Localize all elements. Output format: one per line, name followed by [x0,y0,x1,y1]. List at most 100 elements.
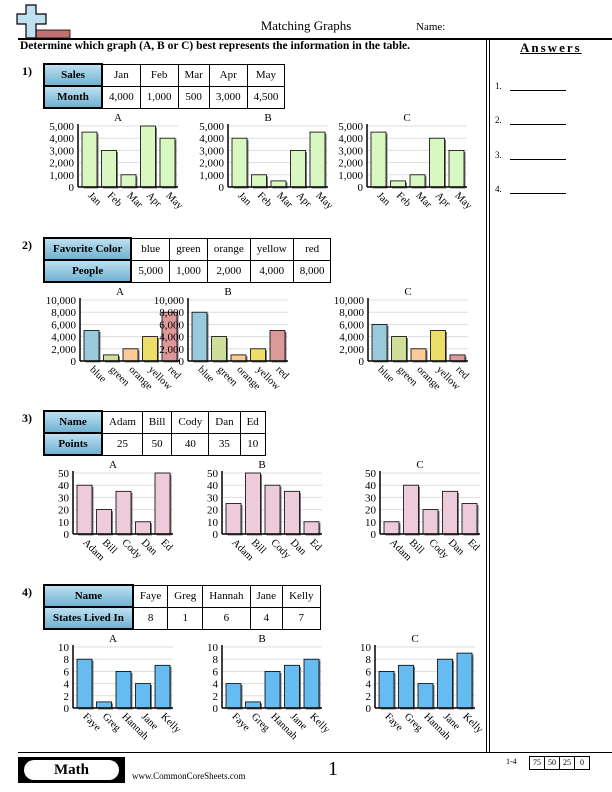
bar [398,664,414,709]
y-tick-label: 5,000 [338,121,363,133]
y-tick-label: 8 [213,654,219,666]
table-cell: 25 [101,432,143,456]
x-tick-label: Kelly [307,711,332,736]
y-tick-label: 0 [64,529,70,541]
y-tick-label: 0 [64,703,70,715]
score-box: 50 [544,756,560,770]
table-cell: 1,000 [139,85,179,109]
chart-title: B [264,112,271,124]
bar [448,149,465,188]
data-table-3: Name Adam Bill Cody Dan Ed Points 25 50 40 35 10 [43,410,266,456]
table-cell: red [292,237,332,261]
table-cell: 2,000 [206,259,251,283]
x-tick-label: Feb [255,190,274,209]
y-tick-label: 4,000 [338,133,363,145]
answer-field-1[interactable] [510,90,566,91]
y-tick-label: 4 [64,679,70,691]
table-cell: 6 [202,606,251,630]
answer-number: 4. [495,184,502,194]
footer-divider [18,752,612,753]
bar [290,149,306,188]
y-tick-label: 6,000 [159,319,184,331]
question-number: 2) [22,238,32,252]
y-tick-label: 4 [213,679,219,691]
bar [96,509,112,535]
y-tick-label: 0 [213,529,219,541]
y-tick-label: 3,000 [199,145,224,157]
x-tick-label: Apr [144,190,164,210]
bar [96,701,112,709]
y-tick-label: 2,000 [338,158,363,170]
bar [211,336,227,362]
row-header: People [42,259,133,283]
y-tick-label: 20 [365,505,377,517]
bar [442,490,458,535]
table-cell: Faye [132,584,169,608]
chart-title: C [416,459,423,471]
row-header: Name [43,410,103,434]
bar [383,521,400,535]
page-number: 1 [328,758,338,780]
x-tick-label: May [163,190,185,212]
table-cell: 40 [171,432,210,456]
y-tick-label: 0 [358,182,364,194]
y-tick-label: 4 [366,679,372,691]
y-tick-label: 4,000 [51,332,76,344]
y-tick-label: 8 [366,654,372,666]
y-tick-label: 3,000 [49,145,74,157]
y-tick-label: 2,000 [159,344,184,356]
row-header: Points [43,432,103,456]
y-tick-label: 0 [359,356,365,368]
table-cell: 4,000 [249,259,294,283]
chart-title: A [109,633,117,645]
website-link: www.CommonCoreSheets.com [132,771,246,781]
y-tick-label: 0 [366,703,372,715]
name-label: Name: [416,21,446,33]
x-tick-label: Ed [307,537,324,554]
x-tick-label: blue [375,364,396,385]
x-tick-label: May [313,190,335,212]
x-tick-label: blue [195,364,216,385]
x-tick-label: Mar [413,190,434,211]
x-tick-label: Ed [158,537,175,554]
bar [264,484,281,535]
x-tick-label: Cody [268,537,292,561]
table-cell: orange [206,237,251,261]
y-tick-label: 2,000 [49,158,74,170]
data-table-4: Name Faye Greg Hannah Jane Kelly States Live… [43,584,321,630]
table-cell: 8,000 [292,259,332,283]
data-table-2: Favorite Color blue green orange yellow red … [42,237,332,283]
y-tick-label: 4,000 [199,133,224,145]
bar [245,701,261,709]
y-tick-label: 0 [69,182,75,194]
y-tick-label: 2 [213,691,219,703]
y-tick-label: 4,000 [49,133,74,145]
bar [250,348,266,362]
chart-title: B [224,286,231,298]
bar [122,348,139,362]
bar [142,336,158,362]
y-tick-label: 10 [365,517,377,529]
x-tick-label: Feb [394,190,413,209]
bar [417,683,434,709]
x-tick-label: Greg [249,711,272,734]
bar [230,354,247,362]
y-tick-label: 30 [365,492,377,504]
bar [120,174,137,188]
answer-field-2[interactable] [510,124,566,125]
table-cell: 7 [282,606,321,630]
bar [390,180,406,188]
table-cell: Dan [208,410,241,434]
bar [81,131,98,188]
y-tick-label: 2 [64,691,70,703]
x-tick-label: Kelly [460,711,485,736]
table-cell: 4,000 [101,85,141,109]
bar [303,658,320,709]
answer-field-3[interactable] [510,159,566,160]
x-tick-label: Mar [274,190,295,211]
table-cell: 4 [249,606,284,630]
x-tick-label: Cody [119,537,143,561]
answer-field-4[interactable] [510,193,566,194]
table-cell: Bill [141,410,173,434]
y-tick-label: 1,000 [49,170,74,182]
